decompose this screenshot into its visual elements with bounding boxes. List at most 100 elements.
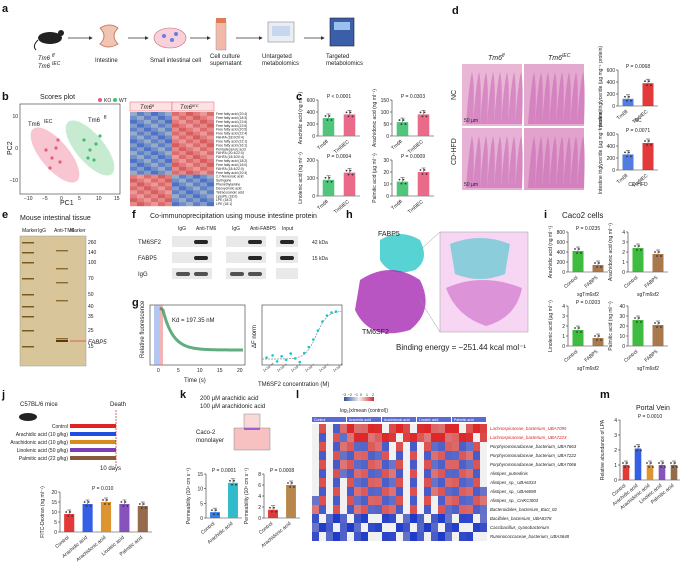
l-heat-cell bbox=[333, 487, 340, 496]
m-chart-dot bbox=[624, 466, 626, 468]
k-chart-1-dot bbox=[287, 482, 289, 484]
l-heat-cell bbox=[438, 469, 445, 478]
i-chart-1-bar bbox=[632, 248, 644, 272]
m-chart-dot bbox=[634, 445, 636, 448]
l-heat-cell bbox=[326, 514, 333, 523]
heat-cell bbox=[165, 194, 172, 199]
l-heat-cell bbox=[438, 460, 445, 469]
heat-cell bbox=[137, 147, 144, 152]
i-chart-2-bar bbox=[572, 330, 584, 346]
heat-row-label: Tetracosanoic acid bbox=[216, 190, 244, 194]
step-supernatant-2: supernatant bbox=[210, 61, 242, 67]
l-heat-cell bbox=[347, 532, 354, 541]
f-lane-label: Anti-FABP5 bbox=[250, 226, 276, 232]
heat-cell bbox=[130, 131, 137, 136]
villus bbox=[501, 136, 509, 188]
i-chart-3-dot bbox=[634, 317, 636, 319]
panel-label-g: g bbox=[132, 297, 139, 309]
l-row-label: Alistipes_sp._CHKCI003 bbox=[489, 498, 539, 503]
l-heat-cell bbox=[389, 478, 396, 487]
heat-cell bbox=[179, 119, 186, 124]
l-heat-cell bbox=[459, 424, 466, 433]
l-heat-cell bbox=[466, 442, 473, 451]
l-heat-cell bbox=[326, 478, 333, 487]
c-chart-2-dot bbox=[330, 180, 333, 183]
l-heat-cell bbox=[466, 451, 473, 460]
d-chart-group: NC bbox=[634, 118, 642, 124]
l-heat-cell bbox=[340, 523, 347, 532]
heat-cell bbox=[186, 198, 193, 203]
heat-cell bbox=[179, 202, 186, 207]
petri-dish-icon bbox=[153, 27, 187, 49]
j-chart-dot bbox=[102, 499, 104, 501]
heat-cell bbox=[165, 190, 172, 195]
heat-cell bbox=[193, 174, 200, 179]
m-chart-dot bbox=[648, 466, 650, 468]
heat-cell bbox=[193, 127, 200, 132]
heat-cell bbox=[144, 131, 151, 136]
l-heat-cell bbox=[319, 523, 326, 532]
l-heat-cell bbox=[375, 451, 382, 460]
l-heat-cell bbox=[473, 496, 480, 505]
l-heat-cell bbox=[466, 424, 473, 433]
l-heat-cell bbox=[375, 442, 382, 451]
k-chart-0-pvalue: P = 0.0001 bbox=[212, 468, 236, 474]
heat-cell bbox=[193, 143, 200, 148]
k-chart-1-dot bbox=[293, 486, 295, 488]
l-row-label: Lachnospiraceae_bacterium_UBA7223 bbox=[490, 435, 567, 440]
heat-cell bbox=[179, 135, 186, 140]
blot-band bbox=[248, 256, 262, 260]
j-chart-dot bbox=[142, 503, 145, 505]
heat-cell bbox=[151, 131, 158, 136]
l-scale-tick: −3 bbox=[342, 393, 346, 397]
binding-point bbox=[298, 360, 302, 364]
l-heat-cell bbox=[473, 487, 480, 496]
l-heat-cell bbox=[452, 433, 459, 442]
heat-cell bbox=[158, 194, 165, 199]
marker-band bbox=[22, 262, 34, 264]
k-chart-0-bar bbox=[210, 512, 220, 518]
l-heat-cell bbox=[312, 478, 319, 487]
c-chart-3-dot bbox=[425, 173, 428, 175]
heat-cell bbox=[158, 174, 165, 179]
l-heat-cell bbox=[473, 478, 480, 487]
heat-cell bbox=[193, 202, 200, 207]
l-heat-cell bbox=[326, 424, 333, 433]
i-chart-0-dot bbox=[576, 252, 578, 254]
l-heat-cell bbox=[452, 460, 459, 469]
heat-cell bbox=[144, 115, 151, 121]
m-chart-ytick: 4 bbox=[614, 418, 617, 424]
c-chart-0-xtick: Tm6IEC bbox=[333, 139, 351, 156]
i-chart-1-ylabel: Arachidonic acid (ng ml⁻¹) bbox=[608, 223, 614, 281]
i-chart-0-ytick: 200 bbox=[557, 260, 566, 266]
d-chart-1-dot bbox=[624, 151, 626, 154]
i-chart-1-dot bbox=[634, 245, 636, 247]
c-chart-1-dot bbox=[398, 119, 401, 121]
heat-cell bbox=[193, 123, 200, 128]
heat-cell bbox=[137, 159, 144, 164]
j-p2: P = 0.010 bbox=[92, 486, 114, 492]
pca-point-ko bbox=[50, 156, 54, 160]
binding-point bbox=[321, 320, 324, 323]
d-chart-0-ytick: 400 bbox=[607, 80, 616, 86]
l-heat-cell bbox=[459, 496, 466, 505]
heat-cell bbox=[172, 151, 179, 156]
l-heat-cell bbox=[347, 496, 354, 505]
marker-band bbox=[22, 242, 34, 244]
l-heat-cell bbox=[480, 424, 487, 433]
l-heat-cell bbox=[410, 469, 417, 478]
l-heat-cell bbox=[368, 505, 375, 514]
l-heat-cell bbox=[319, 514, 326, 523]
ko-ellipse bbox=[30, 127, 80, 183]
l-heat-cell bbox=[424, 478, 431, 487]
c-chart-1-dot bbox=[402, 119, 405, 121]
heat-row-label: 2,7-Nonenoic acid bbox=[216, 175, 243, 179]
heat-cell bbox=[130, 194, 137, 199]
l-heat-cell bbox=[312, 460, 319, 469]
i-chart-2-dot bbox=[596, 339, 598, 341]
l-heat-cell bbox=[396, 487, 403, 496]
heat-cell bbox=[144, 202, 151, 207]
d-chart-0-dot bbox=[630, 99, 632, 102]
l-heat-cell bbox=[375, 487, 382, 496]
